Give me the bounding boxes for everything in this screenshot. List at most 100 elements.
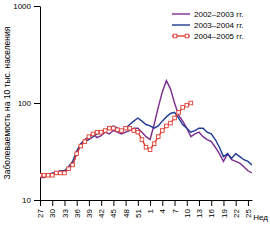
x-tick-label: 1 [146,208,155,213]
x-tick-mark [175,200,176,206]
series-marker [144,145,148,149]
x-tick-mark [187,200,188,206]
x-tick-mark [77,200,78,206]
series-marker [189,101,193,105]
series-marker [177,111,181,115]
legend-swatch [172,13,190,14]
x-axis: 2730 3336394245 4851147101316 192225 [36,200,253,218]
x-tick: 1 [146,200,155,213]
series-line [40,112,252,175]
series-marker [140,138,144,142]
x-tick-label: 19 [220,208,229,217]
x-tick-label: 51 [134,208,143,217]
x-tick-mark [223,200,224,206]
x-tick-mark [162,200,163,206]
series-marker [185,103,189,107]
x-tick: 10 [183,200,192,218]
series-marker [67,167,71,171]
x-tick-mark [40,200,41,206]
legend-swatch [172,24,190,25]
x-tick-mark [52,200,53,206]
series-marker [148,148,152,152]
series-marker [108,126,112,130]
legend: 2002–2003 гг. 2003–2004 гг. 2004–2005 гг. [172,10,243,41]
series-marker [95,130,99,134]
series-marker [132,129,136,133]
x-tick: 27 [36,200,45,218]
legend-item: 2002–2003 гг. [172,10,243,19]
x-tick: 30 [48,200,57,218]
x-tick-label: 13 [195,208,204,217]
x-tick-label: 16 [207,208,216,217]
y-tick-label: 1000 [13,2,31,11]
x-tick: 39 [85,200,94,218]
series-marker [103,129,107,133]
series-marker [152,142,156,146]
x-tick-label: 45 [109,208,118,217]
series-marker [50,173,54,177]
series-marker [40,173,42,177]
x-tick-mark [89,200,90,206]
x-tick: 16 [207,200,216,218]
x-tick-mark [126,200,127,206]
series-marker [87,135,91,139]
x-tick-label: 39 [85,208,94,217]
x-tick-label: 22 [232,208,241,217]
legend-label: 2002–2003 гг. [194,10,243,19]
x-axis-line [41,200,253,201]
x-tick: 45 [109,200,118,218]
series-marker [75,152,79,156]
y-tick-mark [34,103,40,104]
series-marker [173,116,177,120]
x-tick-mark [199,200,200,206]
x-tick: 42 [97,200,106,218]
series-marker [161,129,165,133]
legend-marker [185,34,189,38]
x-tick: 7 [171,200,180,213]
series-marker [169,121,173,125]
series-marker [181,106,185,110]
legend-label: 2004–2005 гг. [194,32,243,41]
x-tick-mark [64,200,65,206]
x-tick-label: 7 [171,208,180,213]
series-marker [91,132,95,136]
y-axis-title: Заболеваемость на 10 тыс. населения [2,26,12,179]
x-tick: 19 [220,200,229,218]
x-tick-label: 27 [36,208,45,217]
legend-item: 2003–2004 гг. [172,21,243,30]
series-marker [55,171,59,175]
x-tick-label: 36 [73,208,82,217]
series-marker [63,171,67,175]
series-marker [42,173,46,177]
x-tick: 36 [73,200,82,218]
series-marker [116,128,120,132]
x-tick-label: 48 [122,208,131,217]
x-tick-mark [236,200,237,206]
x-tick-label: 4 [158,208,167,213]
x-tick: 4 [158,200,167,213]
y-tick-label: 10 [22,196,31,205]
y-tick-mark [34,200,40,201]
x-tick-mark [248,200,249,206]
x-tick-label: 33 [61,208,70,217]
y-tick: 1000 [13,2,40,11]
series-marker [112,126,116,130]
x-tick: 22 [232,200,241,218]
series-marker [46,173,50,177]
series-marker [156,135,160,139]
series-marker [124,126,128,130]
x-tick-mark [101,200,102,206]
series-marker [165,124,169,128]
x-tick: 25 [244,200,253,218]
x-tick: 33 [61,200,70,218]
y-tick: 100 [18,99,40,108]
y-tick-mark [34,6,40,7]
x-tick-mark [138,200,139,206]
y-axis-line [40,7,41,201]
series-marker [71,163,75,167]
legend-item: 2004–2005 гг. [172,32,243,41]
series-marker [99,130,103,134]
x-tick-label: 42 [97,208,106,217]
y-tick: 10 [22,196,40,205]
series-marker [136,130,140,134]
